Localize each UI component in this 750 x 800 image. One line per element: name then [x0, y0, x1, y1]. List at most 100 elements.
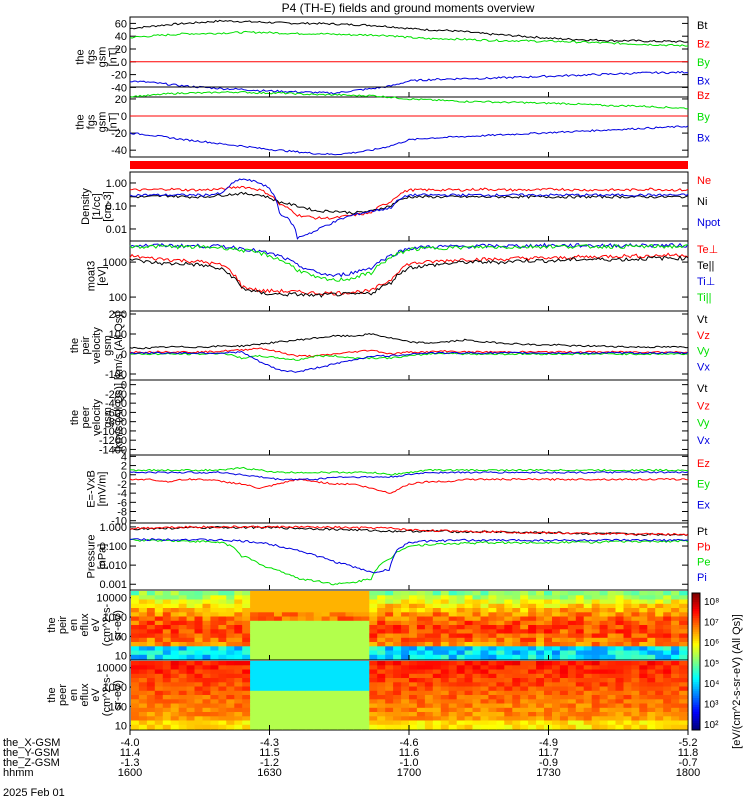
heatmap-cell	[599, 712, 609, 717]
heatmap-cell	[464, 712, 474, 717]
heatmap-cell	[369, 603, 378, 609]
heatmap-cell	[639, 650, 648, 656]
heatmap-cell	[496, 669, 505, 675]
heatmap-cell	[567, 637, 577, 643]
heatmap-cell	[194, 724, 203, 730]
heatmap-cell	[623, 665, 632, 671]
heatmap-cell	[424, 625, 434, 630]
series-p2-Ni	[129, 191, 689, 215]
heatmap-cell	[567, 642, 577, 647]
heatmap-cell	[393, 625, 402, 630]
heatmap-cell	[337, 712, 346, 717]
heatmap-cell	[559, 591, 569, 596]
heatmap-cell	[202, 620, 211, 626]
heatmap-cell	[305, 720, 315, 726]
heatmap-cell	[250, 599, 259, 605]
heatmap-cell	[178, 673, 188, 679]
heatmap-cell	[377, 686, 386, 692]
heatmap-cell	[218, 695, 227, 700]
heatmap-cell	[321, 629, 331, 635]
heatmap-cell	[520, 599, 529, 605]
heatmap-cell	[353, 682, 362, 688]
y-tick-label: -20	[111, 128, 127, 140]
heatmap-cell	[567, 686, 577, 692]
heatmap-cell	[456, 678, 466, 683]
heatmap-cell	[202, 699, 211, 705]
heatmap-cell	[146, 625, 156, 630]
colorbar-frame	[691, 592, 701, 731]
heatmap-cell	[536, 646, 545, 652]
heatmap-cell	[456, 712, 466, 717]
heatmap-cell	[488, 599, 497, 605]
heatmap-cell	[671, 682, 680, 688]
heatmap-cell	[536, 724, 545, 730]
heatmap-cell	[615, 690, 624, 696]
heatmap-cell	[496, 720, 505, 726]
heatmap-cell	[377, 673, 386, 679]
heatmap-cell	[266, 661, 275, 666]
heatmap-cell	[162, 629, 172, 635]
heatmap-cell	[361, 599, 370, 605]
heatmap-cell	[361, 612, 370, 618]
heatmap-cell	[194, 686, 203, 692]
heatmap-cell	[138, 603, 148, 609]
heatmap-cell	[607, 682, 617, 688]
heatmap-cell	[575, 616, 585, 622]
heatmap-cell	[162, 595, 172, 601]
legend-Ex: Ex	[697, 499, 710, 511]
heatmap-cell	[162, 712, 172, 717]
heatmap-cell	[464, 673, 474, 679]
heatmap-cell	[345, 612, 354, 618]
heatmap-cell	[480, 690, 489, 696]
heatmap-cell	[377, 650, 386, 656]
heatmap-cell	[202, 591, 211, 596]
heatmap-cell	[639, 654, 648, 660]
heatmap-cell	[393, 599, 402, 605]
heatmap-cell	[416, 599, 426, 605]
heatmap-cell	[297, 661, 307, 666]
heatmap-cell	[456, 669, 466, 675]
heatmap-cell	[552, 682, 561, 688]
heatmap-cell	[472, 591, 481, 596]
heatmap-cell	[520, 654, 529, 660]
y-tick-label: 0	[121, 57, 127, 69]
heatmap-cell	[639, 712, 648, 717]
heatmap-cell	[274, 724, 283, 730]
heatmap-cell	[345, 637, 354, 643]
heatmap-cell	[639, 661, 648, 666]
heatmap-cell	[424, 690, 434, 696]
heatmap-cell	[663, 665, 672, 671]
heatmap-cell	[369, 625, 378, 630]
heatmap-cell	[544, 678, 553, 683]
heatmap-cell	[472, 625, 481, 630]
heatmap-cell	[234, 633, 243, 639]
heatmap-cell	[472, 678, 481, 683]
heatmap-cell	[242, 665, 251, 671]
heatmap-cell	[313, 616, 323, 622]
heatmap-cell	[250, 608, 259, 613]
heatmap-cell	[393, 682, 402, 688]
heatmap-cell	[385, 612, 394, 618]
heatmap-cell	[297, 686, 307, 692]
heatmap-cell	[671, 707, 680, 713]
heatmap-cell	[313, 716, 323, 722]
legend-Vy: Vy	[697, 418, 710, 430]
heatmap-cell	[131, 720, 140, 726]
heatmap-cell	[226, 603, 235, 609]
heatmap-cell	[631, 695, 640, 700]
heatmap-cell	[655, 642, 664, 647]
heatmap-cell	[647, 724, 656, 730]
heatmap-cell	[138, 620, 148, 626]
legend-Ti||: Ti||	[697, 292, 711, 304]
heatmap-cell	[178, 625, 188, 630]
heatmap-cell	[583, 682, 593, 688]
heatmap-cell	[329, 629, 339, 635]
heatmap-cell	[663, 591, 672, 596]
heatmap-cell	[631, 712, 640, 717]
colorbar-cell	[692, 599, 700, 603]
heatmap-cell	[520, 690, 529, 696]
y-tick-label: -8	[117, 507, 127, 519]
heatmap-cell	[416, 720, 426, 726]
heatmap-cell	[250, 665, 259, 671]
heatmap-cell	[472, 665, 481, 671]
